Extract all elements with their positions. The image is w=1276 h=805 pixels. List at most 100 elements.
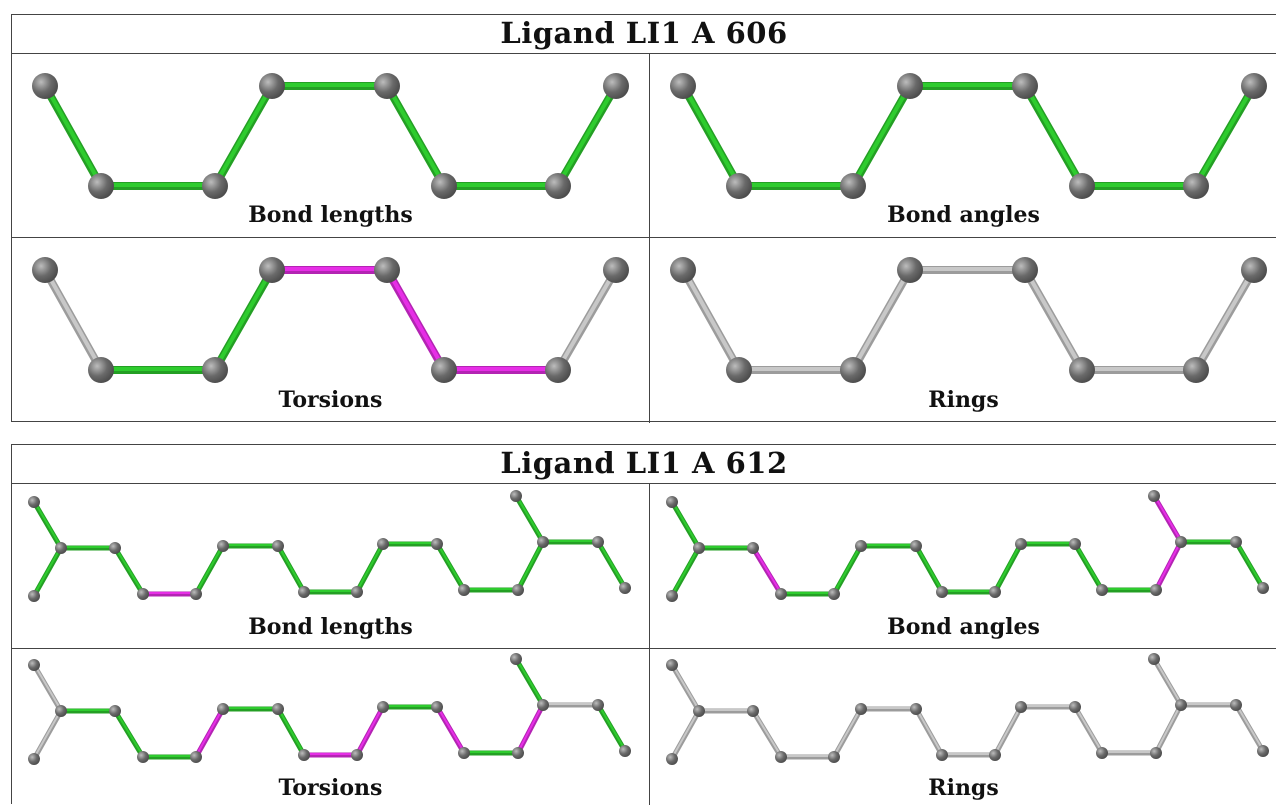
bond (193, 543, 226, 597)
atom (1175, 699, 1187, 711)
cell-caption: Rings (928, 387, 999, 413)
bond (696, 708, 756, 714)
atom (1241, 73, 1267, 99)
bond (275, 706, 307, 758)
atom (1241, 257, 1267, 283)
atom (1069, 357, 1095, 383)
atom (1012, 73, 1038, 99)
bond (939, 752, 998, 758)
bond (913, 706, 945, 758)
bond (1099, 750, 1159, 756)
bond (669, 662, 702, 714)
cell-bond-lengths: Bond lengths (12, 54, 649, 237)
bond (513, 656, 546, 708)
bond (112, 708, 146, 760)
atom (512, 747, 524, 759)
atom (775, 588, 787, 600)
panel-title: Ligand LI1 A 612 (12, 445, 1276, 484)
bond (679, 82, 743, 190)
atom (374, 257, 400, 283)
atom (666, 590, 678, 602)
bond (434, 541, 467, 593)
bond (301, 589, 360, 595)
atom (1257, 582, 1269, 594)
atom (670, 73, 696, 99)
bond (696, 545, 756, 551)
bond (301, 752, 360, 758)
atom (137, 751, 149, 763)
bond (58, 545, 118, 551)
atom (855, 703, 867, 715)
bond (513, 493, 546, 545)
bond (211, 82, 276, 190)
bond (515, 702, 546, 756)
atom (137, 588, 149, 600)
bond (1099, 587, 1159, 593)
cell-caption: Bond lengths (248, 614, 413, 640)
bond (831, 706, 864, 760)
bond (735, 182, 857, 190)
bond (41, 82, 105, 190)
atom (1257, 745, 1269, 757)
atom (989, 749, 1001, 761)
bond (1072, 541, 1105, 593)
atom (510, 490, 522, 502)
atom (726, 173, 752, 199)
cell-bond-angles: Bond angles (650, 54, 1276, 237)
cell-torsions: Torsions (12, 238, 649, 423)
column-divider (649, 483, 650, 805)
bond (778, 591, 837, 597)
atom (1015, 701, 1027, 713)
cell-bond-angles: Bond angles (650, 484, 1276, 648)
atom (1096, 747, 1108, 759)
bond (220, 706, 281, 712)
bond (31, 662, 64, 714)
atom (545, 173, 571, 199)
bond (778, 754, 837, 760)
molecule-view (28, 490, 631, 602)
bond (1018, 704, 1078, 710)
atom (592, 699, 604, 711)
atom (202, 357, 228, 383)
bond (461, 587, 521, 593)
bond (679, 266, 743, 374)
bond (383, 82, 448, 190)
atom (666, 496, 678, 508)
bond (540, 539, 601, 545)
atom (1012, 257, 1038, 283)
cell-caption: Bond angles (887, 202, 1040, 228)
atom (775, 751, 787, 763)
atom (298, 749, 310, 761)
bond (669, 499, 702, 551)
bond (992, 541, 1024, 595)
atom (217, 540, 229, 552)
atom (1148, 490, 1160, 502)
bond (554, 266, 620, 374)
bond (275, 543, 307, 595)
bond (31, 708, 64, 762)
atom (458, 747, 470, 759)
atom (374, 73, 400, 99)
atom (1150, 747, 1162, 759)
atom (897, 257, 923, 283)
cell-rings: Rings (650, 238, 1276, 423)
atom (840, 173, 866, 199)
bond (41, 266, 105, 374)
atom (910, 703, 922, 715)
bond (735, 366, 857, 374)
atom (32, 73, 58, 99)
atom (936, 749, 948, 761)
bond (211, 266, 276, 374)
column-divider (649, 53, 650, 423)
atom (190, 588, 202, 600)
atom (377, 538, 389, 550)
molecule-view (670, 73, 1267, 199)
atom (512, 584, 524, 596)
atom (28, 496, 40, 508)
atom (666, 753, 678, 765)
bond (140, 591, 199, 597)
bond (540, 702, 601, 708)
bond (354, 704, 386, 758)
atom (619, 745, 631, 757)
bond (992, 704, 1024, 758)
